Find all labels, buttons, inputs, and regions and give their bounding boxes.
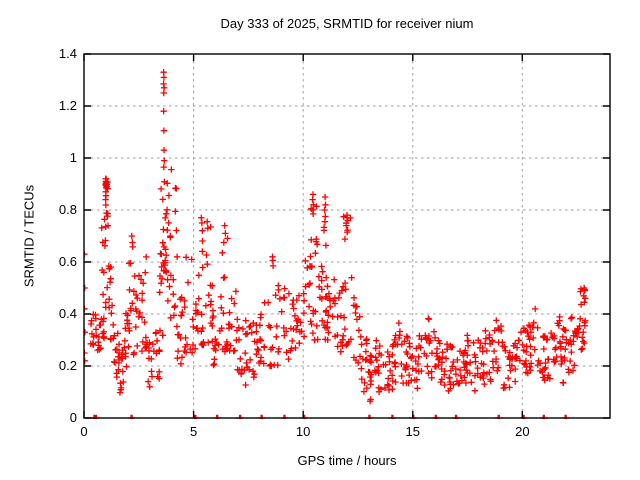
plot-border <box>83 53 611 419</box>
x-tick-label: 0 <box>80 424 88 439</box>
axis-ticks <box>83 53 610 419</box>
y-tick-label: 0.8 <box>58 202 77 217</box>
y-tick-label: 1.4 <box>58 46 77 61</box>
x-tick-label: 10 <box>295 424 311 439</box>
y-tick-label: 0.4 <box>58 306 77 321</box>
y-tick-label: 1.2 <box>58 98 77 113</box>
grid-lines <box>85 55 609 417</box>
chart-title: Day 333 of 2025, SRMTID for receiver niu… <box>220 16 474 31</box>
x-tick-label: 20 <box>515 424 530 439</box>
y-tick-label: 0.2 <box>58 358 77 373</box>
x-axis-label: GPS time / hours <box>297 453 397 468</box>
x-tick-label: 5 <box>189 424 198 439</box>
y-tick-label: 0 <box>69 410 77 425</box>
y-tick-label: 0.6 <box>58 254 77 269</box>
data-points <box>83 69 589 419</box>
x-tick-label: 15 <box>405 424 420 439</box>
y-tick-label: 1 <box>69 150 77 165</box>
